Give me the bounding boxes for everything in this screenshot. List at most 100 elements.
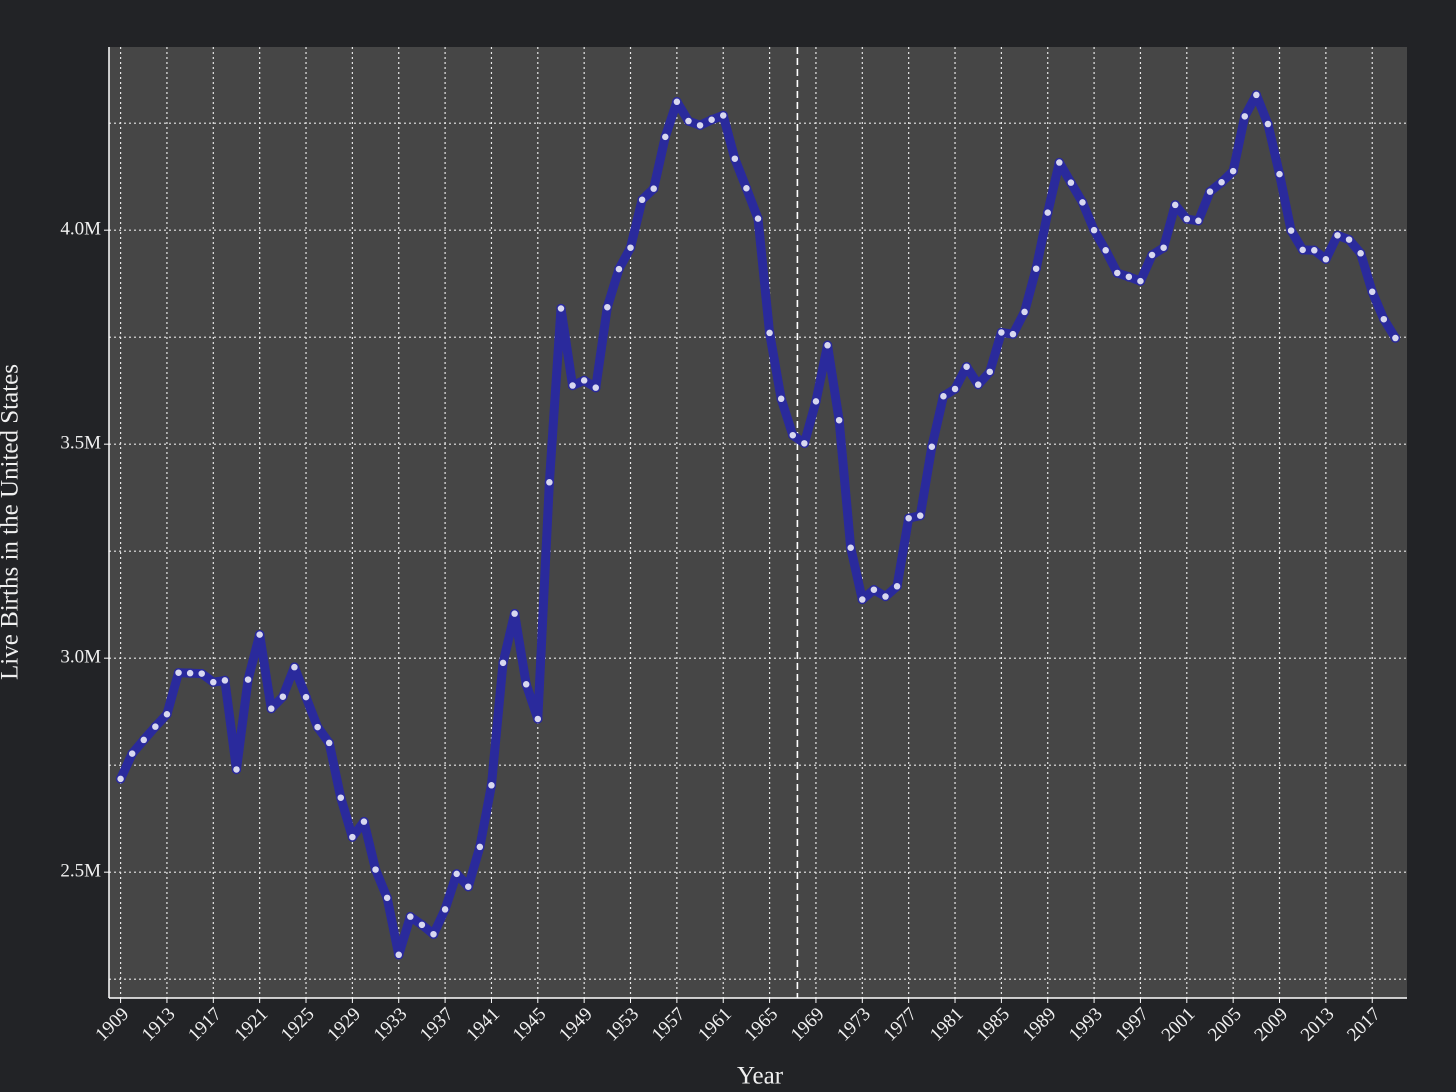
data-point: [1321, 254, 1331, 265]
data-point: [1124, 272, 1134, 282]
data-point: [1205, 186, 1215, 197]
data-point: [718, 110, 728, 121]
data-point: [301, 692, 311, 702]
data-point: [706, 115, 717, 125]
data-point: [451, 869, 462, 879]
data-point: [1251, 90, 1262, 100]
data-point: [915, 510, 925, 521]
data-point: [393, 950, 404, 960]
data-point: [359, 816, 369, 827]
data-point: [1031, 263, 1041, 274]
data-point: [811, 396, 821, 407]
y-tick-label: 3.0M: [60, 647, 101, 668]
data-point: [1228, 166, 1238, 176]
data-point: [1390, 333, 1401, 343]
data-point: [162, 709, 172, 719]
data-point: [405, 911, 416, 922]
data-point: [1367, 287, 1377, 297]
data-point: [845, 543, 856, 553]
data-point: [254, 629, 265, 640]
data-point: [370, 864, 381, 875]
data-point: [278, 691, 288, 702]
data-point: [788, 430, 798, 440]
data-point: [741, 183, 752, 193]
data-point: [660, 132, 671, 142]
data-point: [637, 195, 647, 205]
data-point: [208, 677, 219, 687]
data-point: [1089, 225, 1099, 235]
data-point: [1135, 276, 1146, 286]
data-point: [1077, 197, 1088, 208]
data-point: [1158, 242, 1169, 253]
data-point: [185, 668, 195, 678]
data-point: [602, 302, 613, 312]
data-point: [753, 213, 763, 224]
data-point: [695, 120, 705, 131]
data-point: [799, 438, 810, 449]
data-point: [173, 667, 184, 678]
data-point: [892, 581, 902, 592]
data-point: [231, 764, 242, 775]
data-point: [567, 380, 578, 391]
data-point: [834, 415, 844, 425]
data-point: [764, 328, 775, 338]
data-point: [220, 675, 230, 686]
data-point: [115, 774, 126, 784]
data-point: [521, 679, 531, 690]
data-point: [417, 920, 427, 930]
data-point: [347, 832, 358, 842]
data-point: [475, 842, 485, 852]
y-tick-label: 3.5M: [60, 433, 101, 454]
data-point: [614, 264, 624, 274]
x-axis-label: Year: [737, 1063, 784, 1090]
data-point: [648, 183, 659, 194]
data-point: [950, 384, 960, 394]
data-point: [1286, 225, 1296, 236]
y-tick-label: 2.5M: [60, 861, 101, 882]
data-point: [683, 116, 694, 126]
data-point: [903, 513, 914, 523]
data-point: [869, 584, 879, 595]
data-point: [1355, 248, 1366, 259]
data-point: [1193, 216, 1204, 226]
data-point: [382, 893, 392, 903]
data-point: [927, 441, 937, 452]
data-point: [776, 394, 786, 404]
data-point: [1147, 250, 1157, 260]
data-point: [1008, 329, 1018, 339]
data-point: [463, 881, 474, 892]
plot-area: [109, 47, 1407, 998]
data-point: [1240, 111, 1250, 122]
data-point: [428, 929, 439, 939]
data-point: [1332, 230, 1343, 241]
data-point: [1274, 169, 1285, 179]
data-point: [289, 662, 300, 672]
data-point: [1297, 245, 1308, 255]
data-point: [127, 748, 137, 759]
data-point: [1344, 234, 1354, 245]
data-point: [1066, 177, 1076, 188]
data-point: [579, 375, 589, 386]
data-point: [486, 780, 497, 791]
data-point: [556, 303, 566, 314]
y-tick-label: 4.0M: [60, 219, 101, 240]
data-point: [243, 674, 253, 685]
data-point: [730, 153, 740, 164]
data-point: [880, 591, 891, 602]
data-point: [996, 327, 1007, 338]
data-point: [196, 668, 207, 679]
data-point: [1042, 207, 1053, 218]
data-point: [985, 367, 995, 377]
data-point: [822, 340, 833, 351]
data-point: [857, 594, 868, 605]
data-point: [1100, 245, 1111, 256]
data-point: [1054, 157, 1065, 168]
data-point: [139, 735, 149, 745]
data-point: [324, 738, 334, 748]
data-point: [1170, 200, 1180, 210]
data-point: [1379, 314, 1389, 324]
data-point: [509, 608, 520, 619]
data-point: [1182, 214, 1192, 224]
data-point: [1263, 119, 1273, 129]
